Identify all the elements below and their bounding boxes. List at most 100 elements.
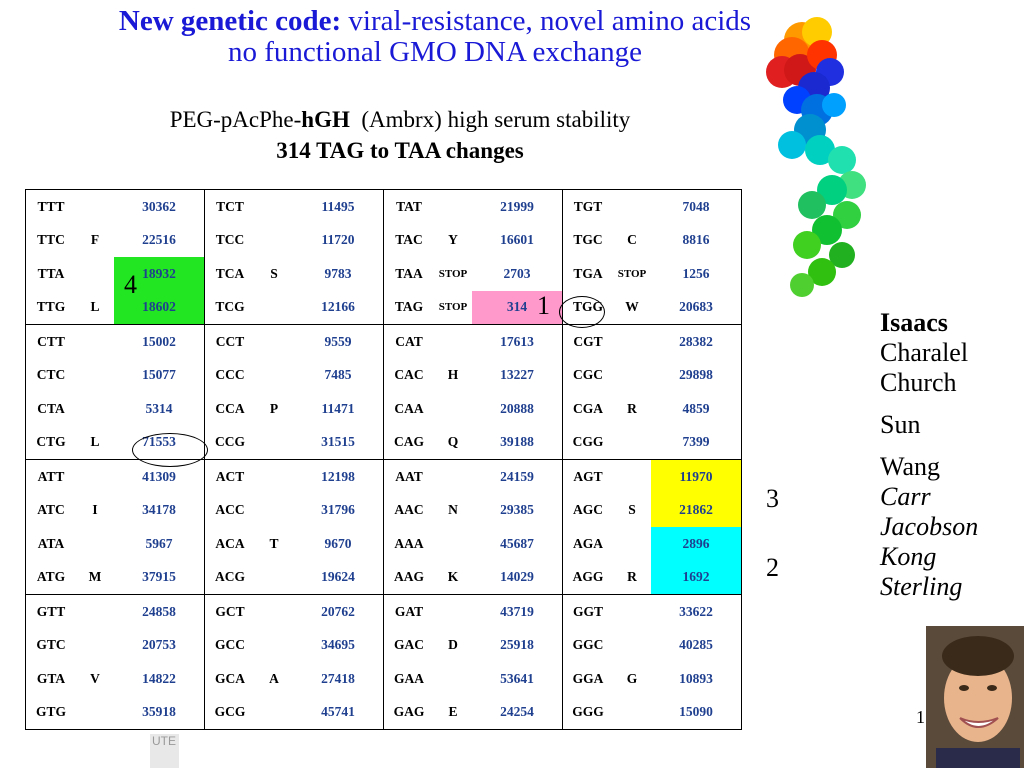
codon-cell: CCT xyxy=(204,324,255,359)
amino-acid-cell xyxy=(76,324,114,359)
codon-cell: AGT xyxy=(562,459,613,494)
codon-count-cell: 5967 xyxy=(145,535,173,551)
codon-cell: GGT xyxy=(562,594,613,629)
codon-cell: TCA xyxy=(204,257,255,291)
codon-cell: TCC xyxy=(204,223,255,257)
amino-acid-cell xyxy=(76,459,114,494)
table-row: CTT 15002 CCT 9559 CAT 17613 CGT 28382 xyxy=(25,324,742,359)
amino-acid-cell: R xyxy=(627,400,637,416)
codon-cell: CTG xyxy=(36,434,66,450)
codon-count-cell: 29385 xyxy=(500,502,534,518)
codon-count-cell: 21862 xyxy=(651,493,742,527)
codon-cell: ACT xyxy=(204,459,255,494)
codon-cell: CTT xyxy=(25,324,76,359)
codon-cell: TGT xyxy=(562,189,613,224)
codon-count-cell: 11720 xyxy=(321,232,355,248)
codon-cell: CGG xyxy=(562,425,613,460)
amino-acid-cell: STOP xyxy=(617,267,647,280)
codon-count-cell: 1692 xyxy=(651,560,742,595)
codon-cell: AAC xyxy=(383,493,434,527)
codon-cell: GAG xyxy=(383,695,434,730)
amino-acid-cell: E xyxy=(448,704,458,720)
codon-cell: AAT xyxy=(383,459,434,494)
codon-count-cell: 18602 xyxy=(114,290,205,325)
codon-cell: GTC xyxy=(36,637,66,653)
codon-count-cell: 5314 xyxy=(145,400,173,416)
amino-acid-cell xyxy=(613,324,651,359)
amino-acid-cell: R xyxy=(627,569,637,585)
amino-acid-cell xyxy=(255,594,293,629)
codon-cell: ATT xyxy=(25,459,76,494)
amino-acid-cell: P xyxy=(269,400,279,416)
codon-count-cell: 37915 xyxy=(142,569,176,585)
codon-count-cell: 29898 xyxy=(679,367,713,383)
amino-acid-cell xyxy=(76,359,114,393)
author-name: Sterling xyxy=(880,572,963,601)
codon-cell: GAC xyxy=(383,628,434,662)
codon-count-cell: 28382 xyxy=(651,324,742,359)
codon-count-cell: 45687 xyxy=(500,535,534,551)
amino-acid-cell: S xyxy=(628,502,636,518)
codon-count-cell: 7048 xyxy=(682,198,710,214)
amino-acid-cell: M xyxy=(88,569,102,585)
codon-count-cell: 12198 xyxy=(293,459,384,494)
codon-count-cell: 11970 xyxy=(651,459,742,494)
table-row: TTA 18932 TCA S 9783 TAA STOP 2703 TGA STOP 1256 xyxy=(26,257,742,291)
amino-acid-cell xyxy=(434,527,472,561)
amino-acid-cell: H xyxy=(447,367,459,383)
codon-cell: TAT xyxy=(383,189,434,224)
codon-cell: TGA xyxy=(562,257,613,291)
author-name: Church xyxy=(880,368,957,397)
codon-count-cell: 18932 xyxy=(114,257,205,291)
codon-count-cell: 11495 xyxy=(321,198,355,214)
amino-acid-cell: N xyxy=(448,502,458,518)
codon-count-cell: 7399 xyxy=(682,434,710,450)
codon-cell: AAA xyxy=(383,527,434,561)
amino-acid-cell: F xyxy=(90,232,100,248)
codon-count-cell: 27418 xyxy=(321,670,355,686)
codon-count-cell: 2896 xyxy=(651,527,742,561)
author-list: Isaacs Charalel Church Sun Wang Carr Jac… xyxy=(880,308,978,602)
codon-cell: GGC xyxy=(562,628,613,662)
table-row: GTC 20753 GCC 34695 GAC D 25918 GGC 40285 xyxy=(26,628,742,662)
amino-acid-cell xyxy=(613,594,651,629)
codon-count-cell: 31515 xyxy=(321,434,355,450)
slide-title: New genetic code: viral-resistance, nove… xyxy=(0,6,870,68)
codon-count-cell: 40285 xyxy=(679,637,713,653)
codon-cell: GTA xyxy=(36,670,66,686)
codon-count-cell: 45741 xyxy=(321,704,355,720)
table-row: ATG M 37915 ACG 19624 AAG K 14029 AGG R 1692 xyxy=(26,560,742,595)
table-row: GTA V 14822 GCA A 27418 GAA 53641 GGA G 10893 xyxy=(26,662,742,696)
codon-count-cell: 20683 xyxy=(679,299,713,315)
amino-acid-cell xyxy=(76,594,114,629)
amino-acid-cell xyxy=(613,426,651,460)
codon-cell: TAG xyxy=(383,290,434,325)
amino-acid-cell: K xyxy=(447,569,459,585)
codon-count-cell: 13227 xyxy=(500,367,534,383)
title-bold: New genetic code: xyxy=(118,5,342,37)
amino-acid-cell xyxy=(255,190,293,224)
table-row: CTC 15077 CCC 7485 CAC H 13227 CGC 29898 xyxy=(26,358,742,393)
amino-acid-cell xyxy=(255,291,293,325)
amino-acid-cell xyxy=(434,594,472,629)
codon-cell: CAC xyxy=(383,358,434,392)
subtitle-changes: 314 TAG to TAA changes xyxy=(276,138,524,163)
codon-count-cell: 20762 xyxy=(293,594,384,629)
codon-cell: ACC xyxy=(204,493,255,527)
amino-acid-cell xyxy=(613,190,651,224)
codon-count-cell: 15002 xyxy=(114,324,205,359)
codon-cell: ATA xyxy=(37,535,65,551)
codon-count-cell: 16601 xyxy=(500,232,534,248)
amino-acid-cell: T xyxy=(269,535,279,551)
codon-count-cell: 9783 xyxy=(324,265,352,281)
table-row: ATT 41309 ACT 12198 AAT 24159 AGT 11970 xyxy=(25,459,742,494)
codon-cell: CCA xyxy=(204,392,255,426)
amino-acid-cell xyxy=(434,392,472,426)
presenter-photo xyxy=(926,626,1024,768)
codon-count-cell: 7485 xyxy=(324,367,352,383)
codon-cell: GCC xyxy=(204,628,255,662)
amino-acid-cell xyxy=(76,696,114,730)
codon-cell: GGG xyxy=(562,695,613,730)
amino-acid-cell xyxy=(76,257,114,291)
amino-acid-cell xyxy=(434,459,472,494)
